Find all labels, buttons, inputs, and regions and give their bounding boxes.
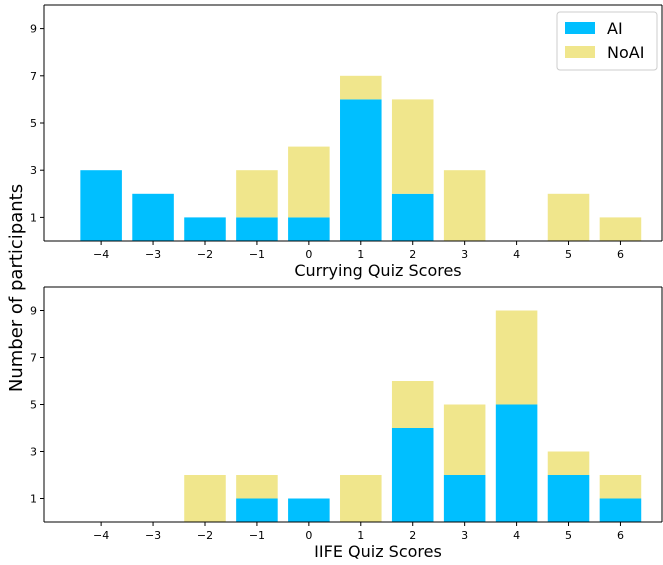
panel2-xtick-label-5: 5 xyxy=(565,529,572,542)
panel2-bar-ai-x2 xyxy=(391,428,434,522)
panel1-bar-ai-x0 xyxy=(288,217,330,241)
panel1-xtick-label-3: 3 xyxy=(461,248,468,261)
panel1-ytick-label-9: 9 xyxy=(30,23,37,36)
panel2-ytick-label-1: 1 xyxy=(30,493,37,506)
panel2-xtick-label--4: −4 xyxy=(93,529,109,542)
panel1-ytick-label-1: 1 xyxy=(30,211,37,224)
panel2-xtick-label--3: −3 xyxy=(145,529,161,542)
legend-swatch-ai xyxy=(565,22,595,34)
panel1-bar-noai-x3 xyxy=(443,170,486,241)
panel1-bar-ai-x-1 xyxy=(236,217,278,241)
panel2-ytick-label-7: 7 xyxy=(30,352,37,365)
panel2-x-axis-label: IIFE Quiz Scores xyxy=(314,542,442,561)
panel1-xtick-label--3: −3 xyxy=(145,248,161,261)
panel2-bar-noai-x3 xyxy=(443,404,486,475)
panel2-bar-noai-x-2 xyxy=(184,475,226,522)
panel1-ytick-label-7: 7 xyxy=(30,70,37,83)
panel1-bar-noai-x1 xyxy=(340,75,382,100)
panel2-xtick-label-0: 0 xyxy=(305,529,312,542)
panel2-bar-ai-x0 xyxy=(288,498,330,522)
panel2-bar-noai-x4 xyxy=(495,310,538,405)
panel2-bar-ai-x3 xyxy=(443,475,486,522)
panel1-x-axis-label: Currying Quiz Scores xyxy=(294,261,461,280)
panel1-xtick-label-0: 0 xyxy=(305,248,312,261)
panel2-ytick-label-9: 9 xyxy=(30,305,37,318)
panel1-xtick-label-5: 5 xyxy=(565,248,572,261)
panel1-bar-noai-x-1 xyxy=(236,170,278,218)
panel2-xtick-label-6: 6 xyxy=(617,529,624,542)
panel1-bar-noai-x6 xyxy=(599,217,642,241)
panel1-bar-ai-x1 xyxy=(340,99,382,242)
panel2-xtick-label-3: 3 xyxy=(461,529,468,542)
panel1-xtick-label-2: 2 xyxy=(409,248,416,261)
panel1-xtick-label-6: 6 xyxy=(617,248,624,261)
panel2-bar-ai-x6 xyxy=(599,498,642,522)
panel1-bar-noai-x0 xyxy=(288,146,330,218)
panel1-bar-ai-x-3 xyxy=(132,193,174,241)
panel2-xtick-label--2: −2 xyxy=(197,529,213,542)
panel1-bar-noai-x5 xyxy=(547,193,590,241)
panel2-xtick-label-2: 2 xyxy=(409,529,416,542)
panel2-xtick-label-4: 4 xyxy=(513,529,520,542)
panel1-xtick-label-1: 1 xyxy=(357,248,364,261)
panel2-bar-noai-x1 xyxy=(340,475,382,522)
panel1-bar-noai-x2 xyxy=(391,99,434,194)
panel2-bar-ai-x4 xyxy=(495,404,538,522)
panel1-bar-ai-x-2 xyxy=(184,217,226,241)
panel2-bar-ai-x5 xyxy=(547,475,590,522)
panel1-ytick-label-3: 3 xyxy=(30,164,37,177)
panel2-bar-noai-x2 xyxy=(391,381,434,428)
panel1-bar-ai-x2 xyxy=(391,193,434,241)
panel1-xtick-label-4: 4 xyxy=(513,248,520,261)
panel1-xtick-label--2: −2 xyxy=(197,248,213,261)
panel2-xtick-label--1: −1 xyxy=(249,529,265,542)
shared-y-axis-label: Number of participants xyxy=(6,184,27,392)
panel2-ytick-label-5: 5 xyxy=(30,399,37,412)
panel2-bar-ai-x-1 xyxy=(236,498,278,522)
panel2-ytick-label-3: 3 xyxy=(30,446,37,459)
panel2-bar-noai-x5 xyxy=(547,451,590,475)
legend-swatch-noai xyxy=(565,46,595,58)
legend-label-noai: NoAI xyxy=(607,43,644,62)
panel1-bar-ai-x-4 xyxy=(80,170,122,241)
panel1-xtick-label--1: −1 xyxy=(249,248,265,261)
panel1-xtick-label--4: −4 xyxy=(93,248,109,261)
panel2-xtick-label-1: 1 xyxy=(357,529,364,542)
panel1-ytick-label-5: 5 xyxy=(30,117,37,130)
panel2-bar-noai-x6 xyxy=(599,475,642,499)
legend-label-ai: AI xyxy=(607,19,623,38)
panel2-bar-noai-x-1 xyxy=(236,475,278,499)
